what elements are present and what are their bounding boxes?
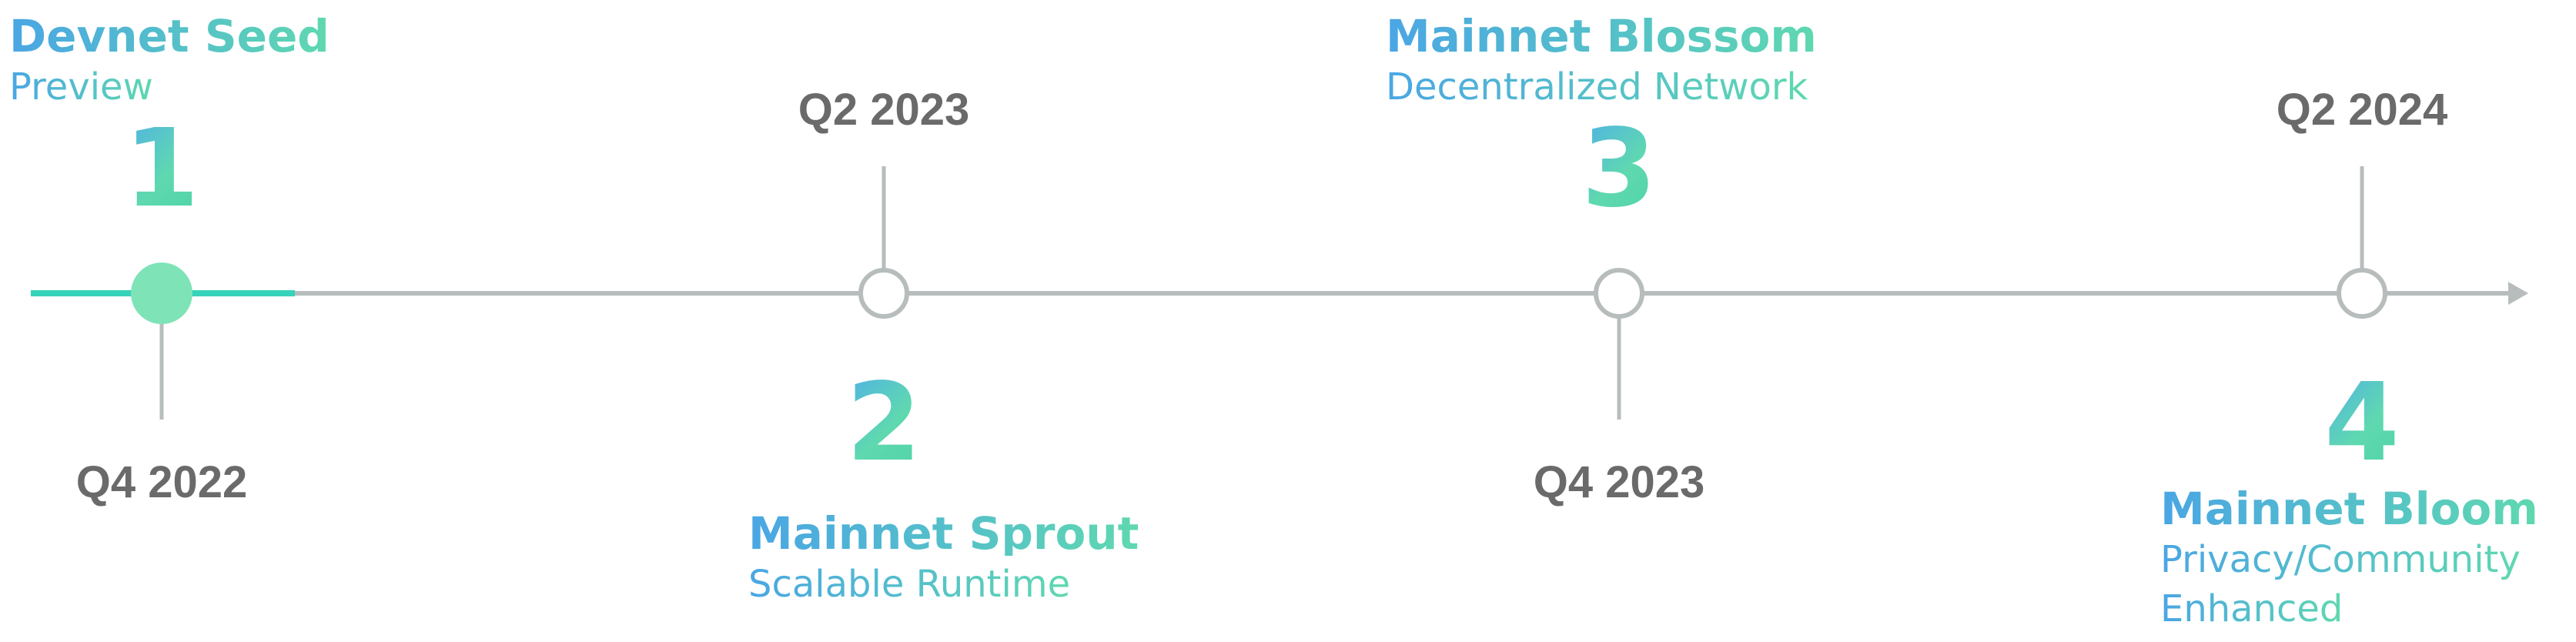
milestone-4-quarter: Q2 2024 (2276, 85, 2448, 135)
milestone-3-title: Mainnet Blossom (1386, 10, 1817, 62)
milestone-1-number: 1 (124, 106, 199, 232)
milestone-3-subtitle: Decentralized Network (1386, 63, 1808, 111)
milestone-3-number: 3 (1581, 106, 1657, 232)
milestone-3-marker (1594, 268, 1644, 319)
milestone-3-quarter: Q4 2023 (1533, 457, 1705, 507)
milestone-1-title: Devnet Seed (9, 10, 330, 62)
milestone-1-marker (131, 262, 192, 324)
milestone-4-title: Mainnet Bloom (2160, 483, 2538, 535)
milestone-1-quarter: Q4 2022 (75, 457, 248, 507)
milestone-4-subtitle: Privacy/Community (2160, 536, 2521, 583)
milestone-2-marker (858, 268, 909, 319)
milestone-1-subtitle: Preview (9, 63, 153, 111)
milestone-4-marker (2337, 268, 2387, 319)
milestone-2-quarter: Q2 2023 (798, 85, 970, 135)
milestone-4-subtitle-line2: Enhanced (2160, 585, 2343, 633)
milestone-2-title: Mainnet Sprout (748, 507, 1139, 560)
timeline-arrowhead (2508, 282, 2528, 305)
milestone-2-number: 2 (846, 360, 922, 486)
milestone-2-subtitle: Scalable Runtime (748, 560, 1070, 608)
milestone-4-number: 4 (2324, 360, 2400, 486)
